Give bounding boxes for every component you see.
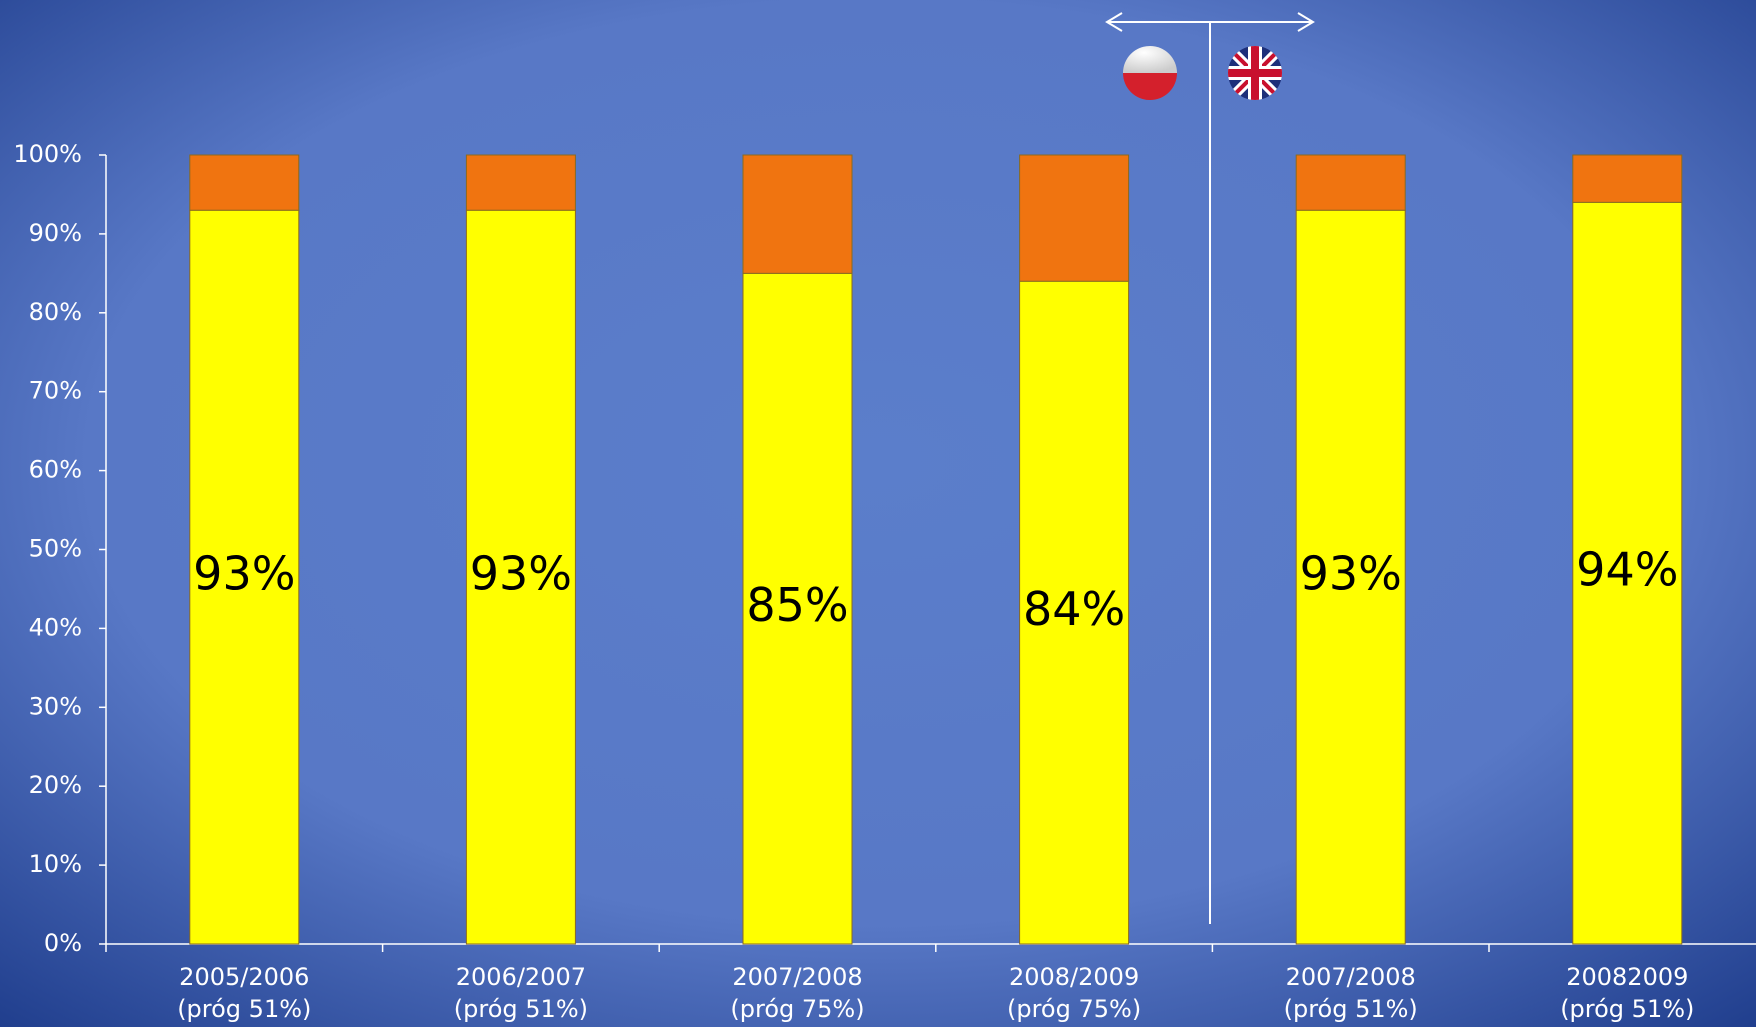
bar-segment xyxy=(1295,154,1406,211)
x-tick-label: (próg 51%) xyxy=(1284,995,1418,1023)
flag-uk xyxy=(1228,46,1282,100)
x-tick-label: (próg 51%) xyxy=(454,995,588,1023)
x-tick-label: (próg 51%) xyxy=(1560,995,1694,1023)
y-tick-label: 30% xyxy=(29,692,82,720)
x-tick-label: (próg 75%) xyxy=(1007,995,1141,1023)
x-tick-label: 2007/2008 xyxy=(732,963,862,991)
y-tick-label: 20% xyxy=(29,771,82,799)
x-tick-label: (próg 75%) xyxy=(730,995,864,1023)
bar-segment xyxy=(1019,280,1130,945)
data-label: 93% xyxy=(1300,547,1402,601)
y-tick-label: 10% xyxy=(29,850,82,878)
bar-segment xyxy=(465,209,576,945)
bar-segment xyxy=(742,272,853,945)
bar-segment xyxy=(1019,154,1130,282)
data-label: 85% xyxy=(746,578,848,632)
x-tick-label: 2007/2008 xyxy=(1286,963,1416,991)
y-tick-label: 80% xyxy=(29,298,82,326)
x-tick-label: 2006/2007 xyxy=(456,963,586,991)
y-tick-label: 70% xyxy=(29,377,82,405)
data-label: 93% xyxy=(470,547,572,601)
bar-segment xyxy=(1295,209,1406,945)
x-tick-label: 2005/2006 xyxy=(179,963,309,991)
y-tick-label: 0% xyxy=(44,929,82,957)
bar-segment xyxy=(465,154,576,211)
x-tick-label: 20082009 xyxy=(1566,963,1688,991)
x-tick-label: 2008/2009 xyxy=(1009,963,1139,991)
y-tick-label: 50% xyxy=(29,535,82,563)
y-tick-label: 100% xyxy=(13,140,82,168)
data-label: 93% xyxy=(193,547,295,601)
data-label: 94% xyxy=(1576,543,1678,597)
bar-segment xyxy=(1572,154,1683,203)
data-label: 84% xyxy=(1023,582,1125,636)
bar-segment xyxy=(742,154,853,274)
x-tick-label: (próg 51%) xyxy=(177,995,311,1023)
y-tick-label: 60% xyxy=(29,456,82,484)
bar-segment xyxy=(1572,201,1683,945)
bar-segment xyxy=(189,154,300,211)
y-tick-label: 40% xyxy=(29,613,82,641)
divider xyxy=(1105,12,1315,924)
y-tick-label: 90% xyxy=(29,219,82,247)
